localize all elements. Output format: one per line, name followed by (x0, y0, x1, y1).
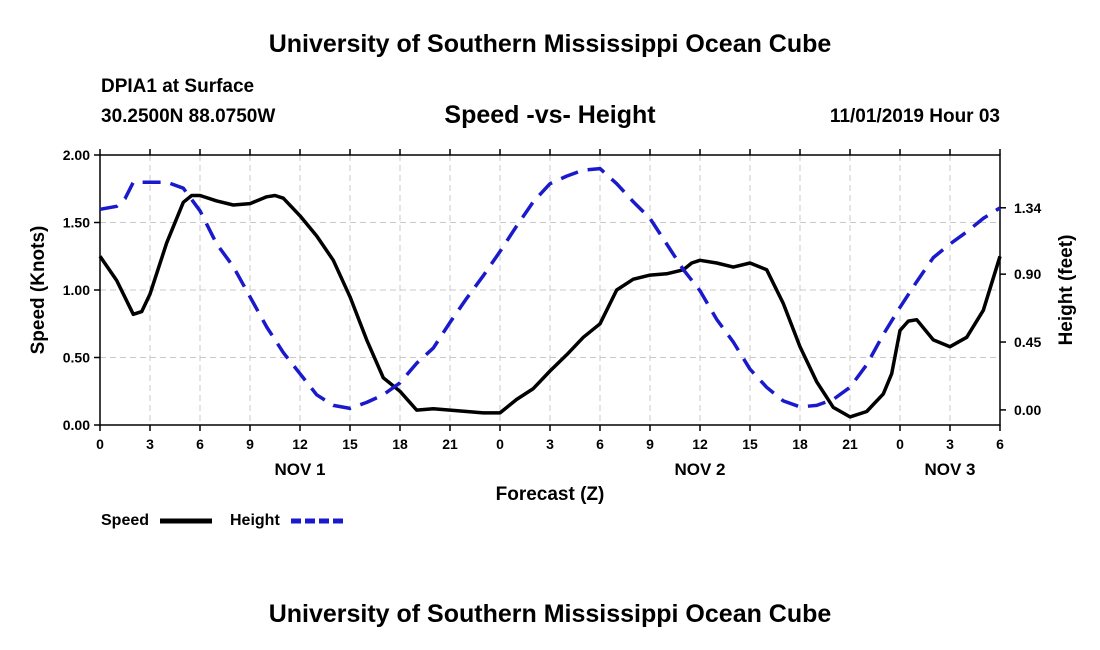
day-label: NOV 1 (274, 460, 325, 479)
coordinates-label: 30.2500N 88.0750W (101, 106, 276, 127)
x-tick-label: 6 (996, 436, 1004, 452)
y-right-tick-label: 0.90 (1014, 266, 1041, 282)
day-label: NOV 2 (674, 460, 725, 479)
y-left-tick-label: 1.50 (63, 215, 90, 231)
x-tick-label: 3 (146, 436, 154, 452)
series-line-speed (98, 193, 1002, 419)
y-right-tick-label: 1.34 (1014, 200, 1041, 216)
x-tick-label: 15 (742, 436, 758, 452)
chart-subtitle: Speed -vs- Height (444, 101, 656, 129)
day-label: NOV 3 (924, 460, 975, 479)
legend-label-height: Height (230, 512, 280, 529)
x-tick-label: 15 (342, 436, 358, 452)
y-left-tick-label: 0.00 (63, 417, 90, 433)
station-label: DPIA1 at Surface (101, 76, 255, 97)
x-tick-label: 0 (496, 436, 504, 452)
x-tick-label: 12 (292, 436, 308, 452)
x-tick-label: 18 (792, 436, 808, 452)
y-left-axis-label: Speed (Knots) (28, 226, 49, 355)
x-tick-label: 6 (596, 436, 604, 452)
page-title: University of Southern Mississippi Ocean… (268, 30, 832, 58)
legend-label-speed: Speed (101, 512, 149, 529)
y-left-tick-label: 0.50 (63, 350, 90, 366)
x-tick-label: 3 (946, 436, 954, 452)
x-tick-label: 3 (546, 436, 554, 452)
x-tick-label: 21 (842, 436, 858, 452)
x-axis-label: Forecast (Z) (496, 484, 605, 505)
y-right-tick-label: 0.45 (1014, 334, 1041, 350)
forecast-datetime: 11/01/2019 Hour 03 (829, 106, 1000, 127)
x-tick-label: 18 (392, 436, 408, 452)
y-right-axis-label: Height (feet) (1056, 235, 1077, 346)
x-tick-label: 0 (96, 436, 104, 452)
series-line-height (99, 166, 1001, 411)
y-left-tick-label: 2.00 (63, 147, 90, 163)
x-tick-label: 21 (442, 436, 458, 452)
x-tick-label: 0 (896, 436, 904, 452)
y-right-tick-label: 0.00 (1014, 402, 1041, 418)
x-tick-label: 9 (246, 436, 254, 452)
footer-title: University of Southern Mississippi Ocean… (268, 600, 832, 628)
x-tick-label: 12 (692, 436, 708, 452)
y-left-tick-label: 1.00 (63, 282, 90, 298)
x-tick-label: 6 (196, 436, 204, 452)
x-tick-label: 9 (646, 436, 654, 452)
